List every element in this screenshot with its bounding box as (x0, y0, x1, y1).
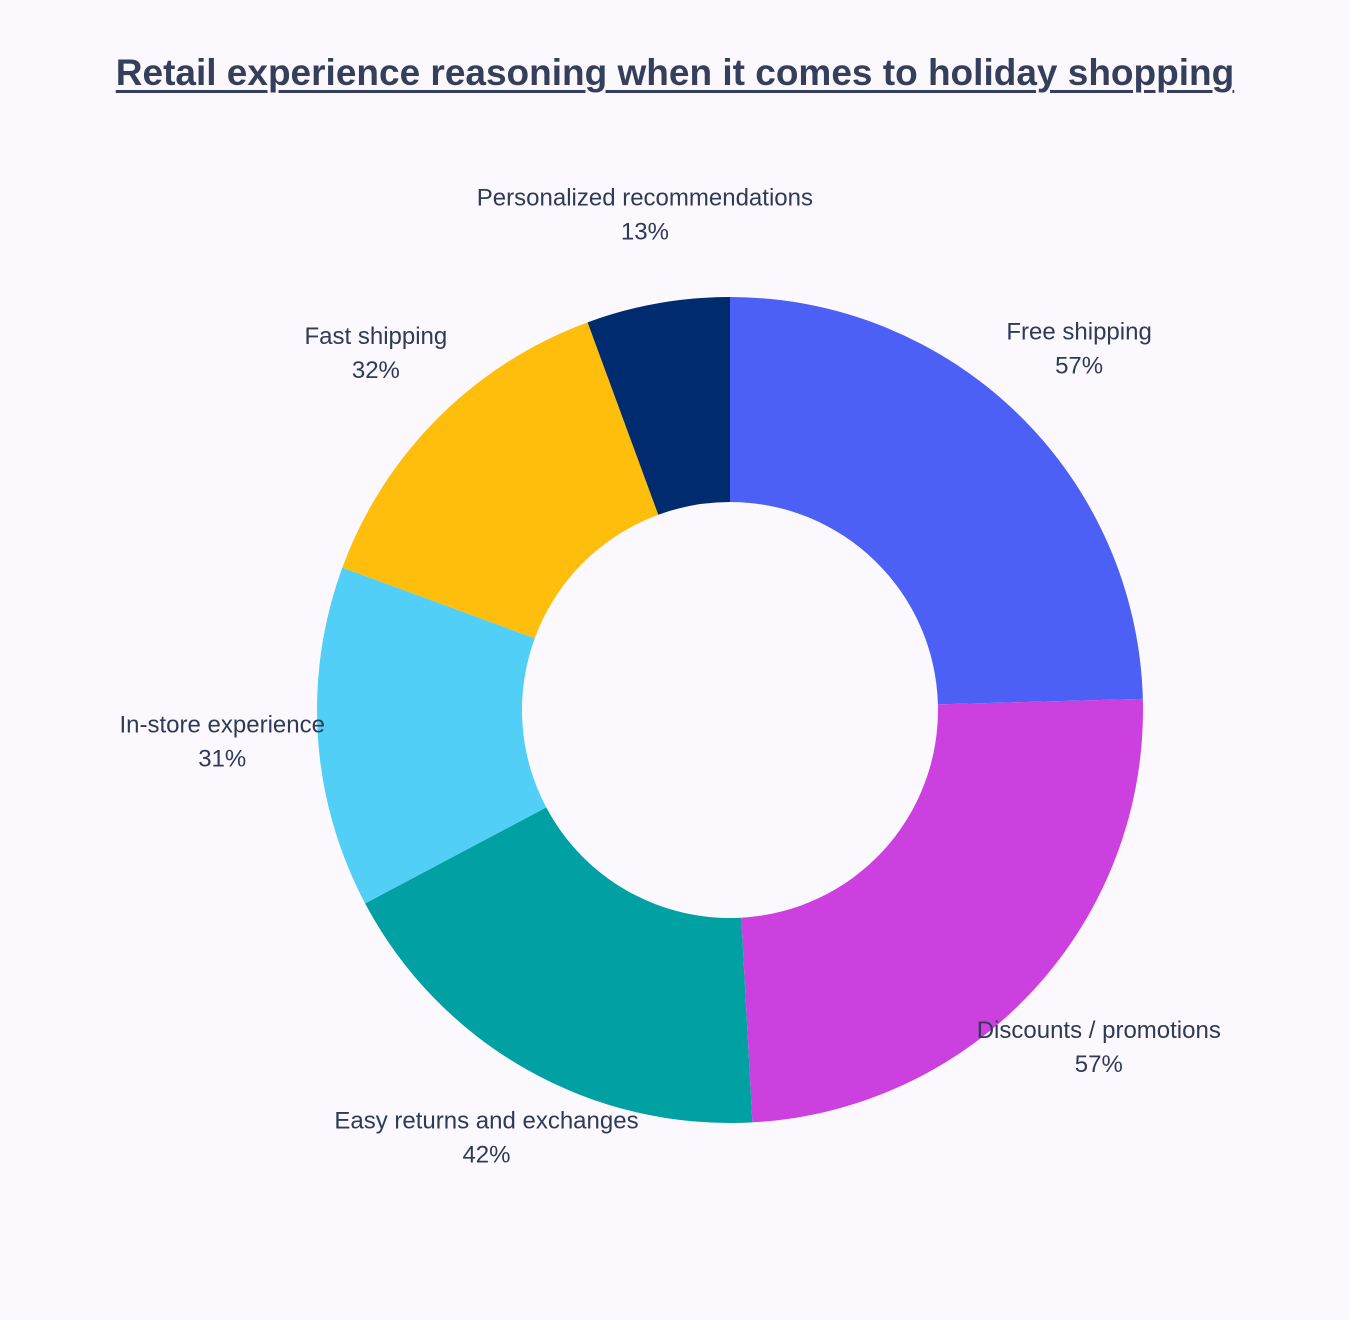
slice-discounts-promotions (741, 698, 1143, 1123)
slice-value-free-shipping: 57% (1055, 352, 1103, 379)
donut-slices (316, 297, 1143, 1123)
slice-labels: Free shipping 57% Discounts / promotions 57… (120, 185, 1221, 1169)
slice-label-personalized-recommendations: Personalized recommendations (477, 185, 813, 212)
slice-label-in-store-experience: In-store experience (120, 711, 325, 738)
chart-title: Retail experience reasoning when it come… (115, 52, 1235, 93)
slice-value-fast-shipping: 32% (352, 357, 400, 384)
slice-label-easy-returns-and-exchanges: Easy returns and exchanges (334, 1108, 638, 1135)
slice-free-shipping (730, 297, 1143, 705)
slice-label-discounts-promotions: Discounts / promotions (977, 1017, 1221, 1044)
slice-value-in-store-experience: 31% (198, 745, 246, 772)
slice-personalized-recommendations (587, 297, 730, 515)
slice-value-easy-returns-and-exchanges: 42% (462, 1142, 510, 1169)
slice-label-free-shipping: Free shipping (1006, 318, 1151, 345)
slice-in-store-experience (316, 567, 547, 904)
slice-label-fast-shipping: Fast shipping (305, 323, 448, 350)
slice-easy-returns-and-exchanges (365, 807, 753, 1123)
slice-value-personalized-recommendations: 13% (621, 219, 669, 246)
slice-fast-shipping (342, 322, 659, 639)
slice-value-discounts-promotions: 57% (1075, 1051, 1123, 1078)
